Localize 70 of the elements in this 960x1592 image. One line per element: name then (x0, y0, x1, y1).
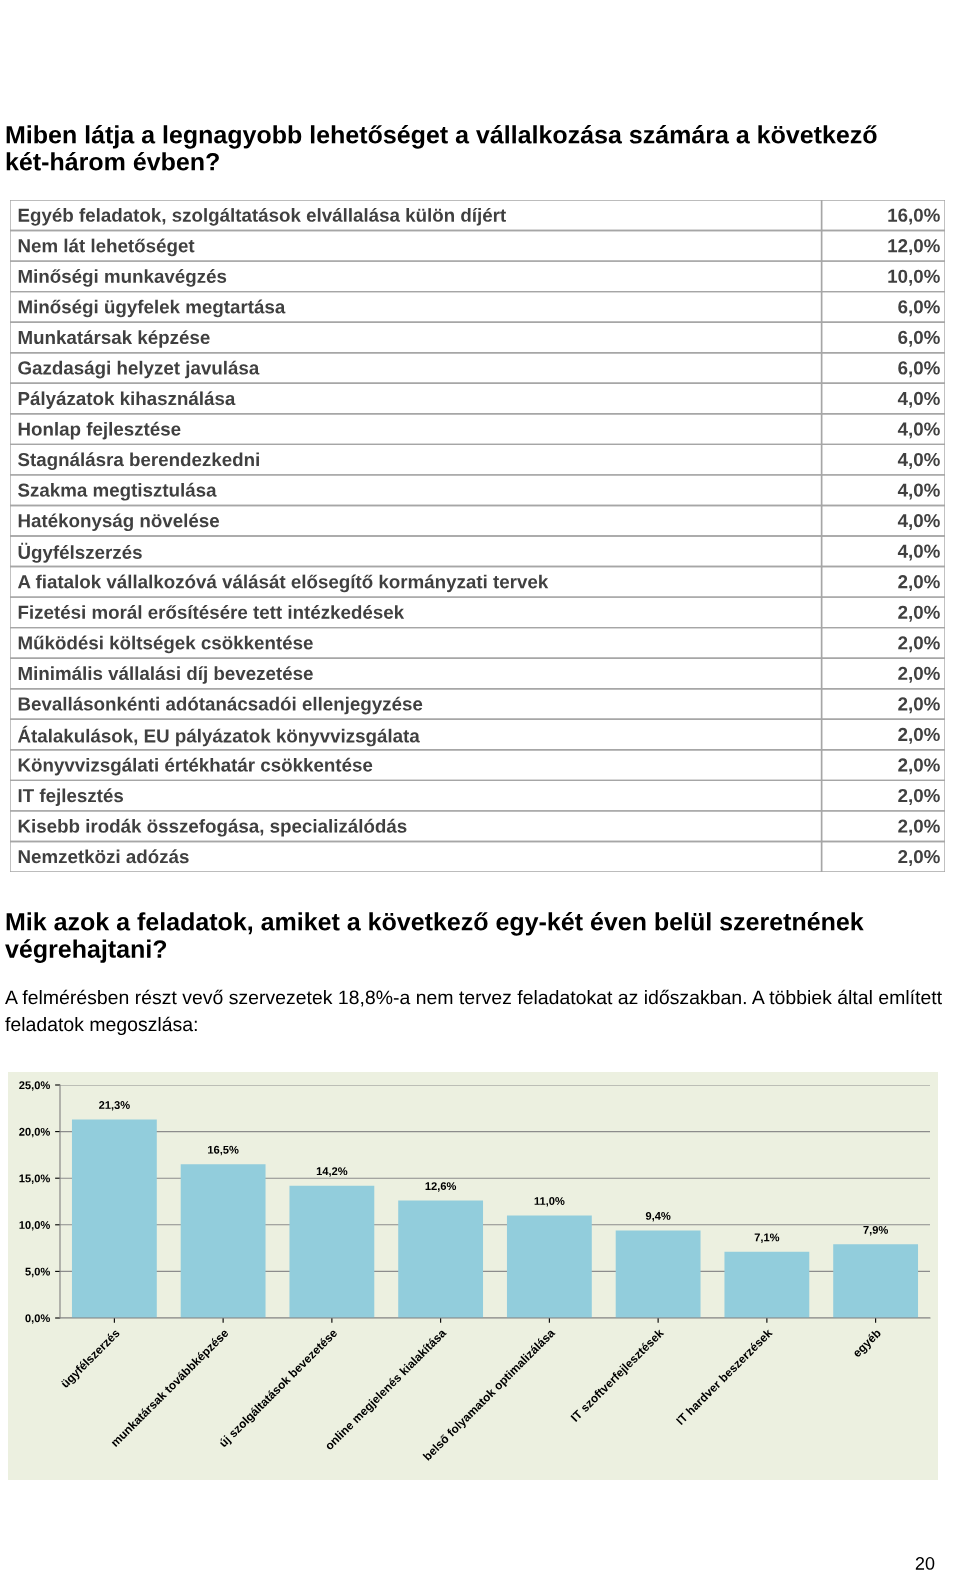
text: 10,0% (888, 269, 940, 286)
chart-subtitle: A felmérésben részt vevő szervezetek 18,8%-a nem tervez feladatokat az időszakban. A többiek által említett feladatok megoszlása: (5, 989, 942, 1036)
text: Miben látja a legnagyobb lehetőséget a vállalkozása számára a következő két-három évben? (6, 125, 877, 171)
text: 6,0% (898, 330, 940, 347)
category-label: Egyéb feladatok, szolgáltatások elvállalása külön díjért (18, 207, 506, 226)
bar (180, 1164, 266, 1318)
category-label: Bevallásonkénti adótanácsadói ellenjegyzése (18, 696, 423, 715)
y-tick-label: 15,0% (19, 1174, 50, 1184)
bar (724, 1251, 810, 1318)
y-tick-label: 5,0% (25, 1267, 50, 1278)
text: 2,0% (898, 697, 940, 714)
text: 6,0% (898, 361, 940, 378)
category-label: Hatékonyság növelése (18, 513, 220, 532)
text: 20 (915, 1557, 935, 1570)
text: 2,0% (898, 758, 940, 775)
text: 4,0% (897, 544, 940, 561)
text: 6,0% (898, 300, 940, 317)
category-label: Pályázatok kihasználása (18, 391, 236, 409)
category-label: Minőségi ügyfelek megtartása (18, 299, 286, 318)
text: 2,0% (898, 575, 940, 592)
bar (615, 1230, 701, 1318)
category-label: Munkatársak képzése (18, 330, 210, 348)
text: 4,0% (897, 514, 940, 531)
bar (506, 1215, 592, 1318)
y-tick-label: 10,0% (19, 1221, 50, 1231)
category-label: Működési költségek csökkentése (18, 635, 313, 654)
category-label: Könyvvizsgálati értékhatár csökkentése (18, 757, 373, 776)
data-label: 7,9% (863, 1225, 888, 1236)
text: 12,0% (888, 239, 940, 256)
data-label: 14,2% (316, 1167, 348, 1177)
data-label: 16,5% (208, 1145, 239, 1156)
data-label: 12,6% (425, 1182, 457, 1192)
category-label: Fizetési morál erősítésére tett intézkedések (18, 604, 405, 619)
bar (71, 1119, 157, 1318)
text: 2,0% (898, 788, 940, 805)
chart-title: Mik azok a feladatok, amiket a következő egy-két éven belül szeretnének végrehajtani? (5, 912, 864, 963)
bar (398, 1200, 484, 1318)
bar (833, 1244, 919, 1318)
category-label: Szakma megtisztulása (18, 482, 217, 501)
data-label: 7,1% (754, 1233, 780, 1243)
text: 4,0% (897, 391, 940, 408)
text: 2,0% (898, 819, 940, 836)
data-label: 11,0% (534, 1197, 565, 1207)
category-label: A fiatalok vállalkozóvá válását elősegítő kormányzati tervek (17, 574, 549, 593)
category-label: Kisebb irodák összefogása, specializálódás (18, 818, 407, 837)
category-label: Ügyfélszerzés (18, 542, 142, 563)
text: 4,0% (897, 483, 940, 500)
text: 2,0% (898, 636, 940, 653)
category-label: Nem lát lehetőséget (18, 238, 195, 257)
text: 2,0% (898, 850, 940, 867)
data-label: 9,4% (645, 1211, 671, 1222)
text: 4,0% (897, 422, 940, 439)
category-label: Honlap fejlesztése (18, 421, 181, 440)
y-tick-label: 20,0% (19, 1127, 50, 1138)
data-label: 21,3% (99, 1101, 130, 1111)
text: 2,0% (898, 727, 940, 744)
text: 4,0% (897, 452, 940, 469)
category-label: Nemzetközi adózás (18, 849, 189, 864)
text: 16,0% (888, 208, 940, 225)
y-tick-label: 25,0% (19, 1081, 50, 1091)
category-label: Stagnálásra berendezkedni (18, 452, 259, 471)
text: 2,0% (898, 605, 940, 622)
category-label: Gazdasági helyzet javulása (18, 360, 260, 379)
text: 2,0% (898, 666, 940, 683)
y-tick-label: 0,0% (25, 1314, 50, 1324)
category-label: Minőségi munkavégzés (18, 269, 227, 287)
category-label: Minimális vállalási díj bevezetése (18, 666, 313, 684)
category-label: IT fejlesztés (18, 788, 123, 806)
category-label: Átalakulások, EU pályázatok könyvvizsgálata (17, 725, 420, 747)
bar (289, 1185, 375, 1318)
